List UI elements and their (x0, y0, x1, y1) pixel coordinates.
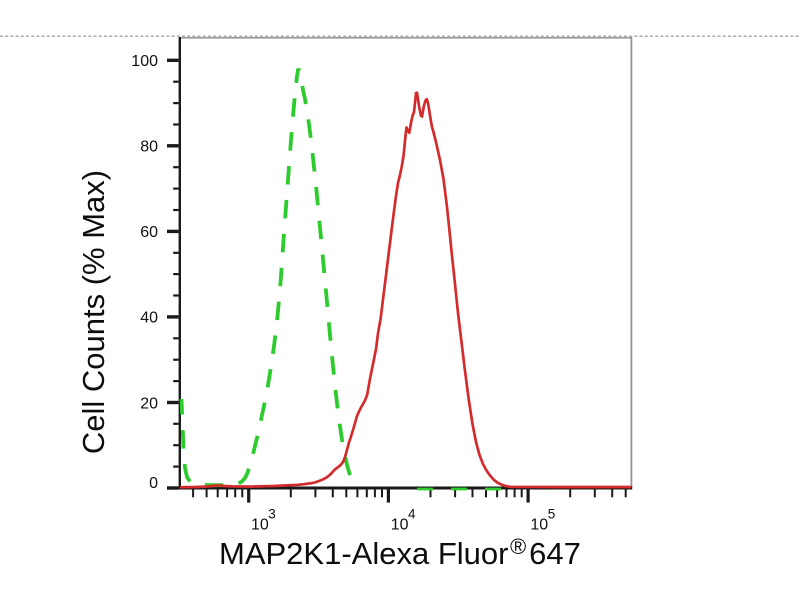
svg-text:5: 5 (548, 506, 556, 521)
svg-text:60: 60 (140, 224, 158, 241)
svg-text:Cell Counts (% Max): Cell Counts (% Max) (76, 170, 111, 454)
svg-text:10: 10 (530, 517, 548, 534)
svg-text:10: 10 (391, 517, 409, 534)
svg-text:40: 40 (140, 310, 158, 327)
svg-text:0: 0 (149, 475, 158, 492)
svg-text:4: 4 (408, 506, 416, 521)
svg-text:80: 80 (140, 139, 158, 156)
svg-text:10: 10 (251, 517, 269, 534)
svg-text:20: 20 (140, 395, 158, 412)
svg-text:100: 100 (131, 53, 158, 70)
svg-text:3: 3 (268, 506, 276, 521)
